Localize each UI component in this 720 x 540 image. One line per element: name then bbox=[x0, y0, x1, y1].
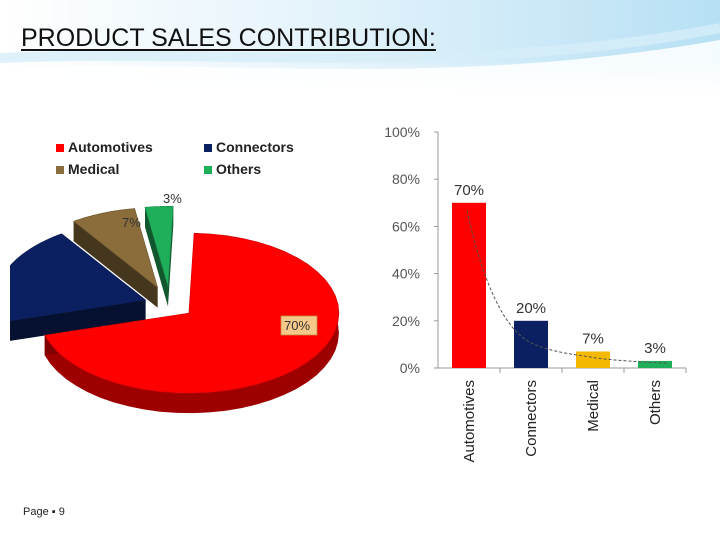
bar-medical bbox=[576, 351, 610, 368]
pie-slice-medical bbox=[73, 208, 159, 308]
pie-slice-automotives bbox=[44, 232, 340, 414]
bar-data-label: 3% bbox=[644, 340, 666, 357]
pie-legend-label: Others bbox=[216, 161, 261, 177]
page-bullet: ▪ bbox=[51, 506, 56, 518]
pie-legend-swatch bbox=[204, 144, 212, 152]
bar-marks: 70% 20% 7% 3% bbox=[452, 182, 672, 368]
bar-y-tick-label: 80% bbox=[392, 171, 420, 187]
bar-y-tick-label: 40% bbox=[392, 266, 420, 282]
pie-data-label: 70% bbox=[284, 318, 310, 333]
pie-legend-label: Medical bbox=[68, 161, 119, 177]
pie-slice-wall bbox=[10, 300, 146, 341]
pie-slice-wall bbox=[73, 221, 158, 308]
bar-y-tick-label: 0% bbox=[400, 360, 420, 376]
pie-slice-top bbox=[144, 206, 174, 287]
bar-axes: 0% 20% 40% 60% 80% 100% Automotives Connectors M… bbox=[384, 124, 687, 463]
pie-data-label: 3% bbox=[163, 191, 182, 206]
bar-data-label: 7% bbox=[582, 330, 604, 347]
bar-data-label: 70% bbox=[454, 182, 484, 199]
page-footer: Page ▪ 9 bbox=[23, 506, 65, 518]
pie-slice-connectors bbox=[10, 233, 147, 341]
pie-slice-top bbox=[44, 232, 340, 394]
bar-y-tick-label: 100% bbox=[384, 124, 420, 140]
pie-slice-top bbox=[10, 233, 147, 322]
bar-category-label: Connectors bbox=[523, 380, 540, 457]
bar-others bbox=[638, 360, 672, 368]
bar-category-label: Automotives bbox=[461, 380, 478, 463]
bar-automotives bbox=[452, 202, 486, 368]
bar-y-tick-label: 20% bbox=[392, 313, 420, 329]
pie-legend-swatch bbox=[56, 144, 64, 152]
pie-data-label: 7% bbox=[122, 215, 141, 230]
page-label: Page bbox=[23, 506, 49, 518]
pie-slice-others bbox=[144, 206, 174, 307]
pie-slice-top bbox=[73, 208, 159, 289]
bar-y-tick-label: 60% bbox=[392, 218, 420, 234]
pie-body: 70% 20% 7% 3% bbox=[10, 191, 340, 414]
bar-data-label: 20% bbox=[516, 300, 546, 317]
pie-legend-label: Automotives bbox=[68, 139, 153, 155]
pie-data-label-box bbox=[280, 315, 318, 336]
pie-legend: Automotives Connectors Medical Others bbox=[56, 139, 294, 177]
pie-data-label: 20% bbox=[24, 256, 50, 271]
page-number: 9 bbox=[58, 506, 65, 518]
pie-legend-swatch bbox=[56, 166, 64, 174]
slide-title: PRODUCT SALES CONTRIBUTION: bbox=[21, 24, 436, 52]
pie-legend-label: Connectors bbox=[216, 139, 294, 155]
pie-slice-wall bbox=[167, 206, 174, 307]
pie-chart: Automotives Connectors Medical Others 70% 20… bbox=[10, 139, 340, 414]
bar-category-label: Others bbox=[647, 380, 664, 425]
bar-category-label: Medical bbox=[585, 380, 602, 432]
bar-chart: 0% 20% 40% 60% 80% 100% Automotives Connectors M… bbox=[384, 124, 687, 463]
bar-trendline bbox=[466, 210, 668, 364]
pie-legend-swatch bbox=[204, 166, 212, 174]
bar-connectors bbox=[514, 320, 548, 368]
pie-slice-wall bbox=[145, 207, 168, 307]
